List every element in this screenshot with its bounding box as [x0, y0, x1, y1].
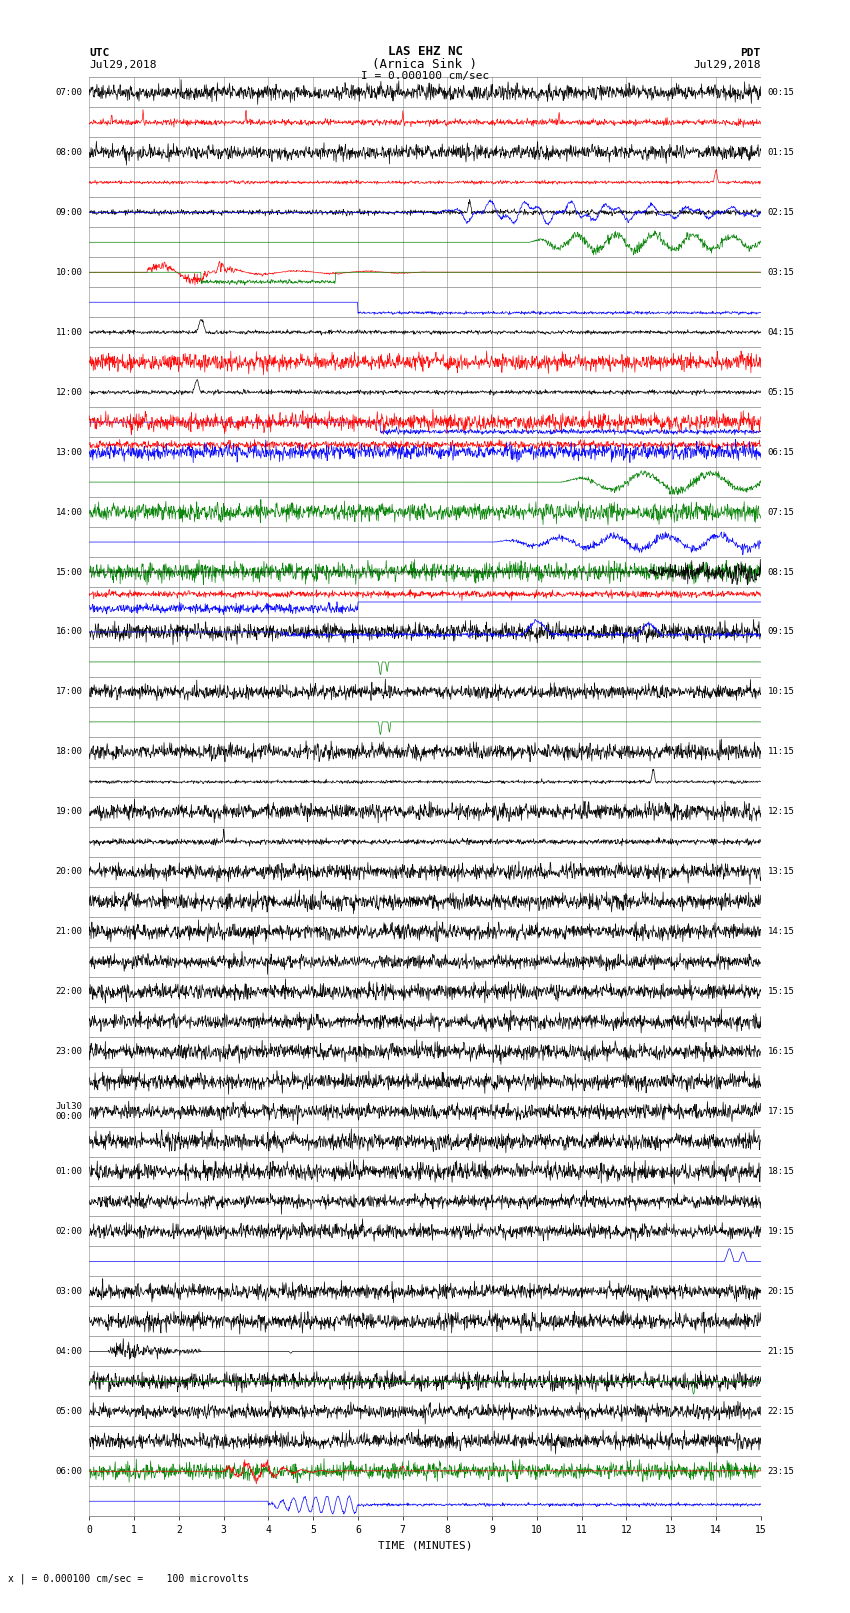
- Text: 12:15: 12:15: [768, 808, 795, 816]
- Text: Jul30
00:00: Jul30 00:00: [55, 1102, 82, 1121]
- Text: 06:00: 06:00: [55, 1466, 82, 1476]
- Text: 02:15: 02:15: [768, 208, 795, 216]
- Text: 10:00: 10:00: [55, 268, 82, 277]
- Text: 06:15: 06:15: [768, 448, 795, 456]
- Text: 14:15: 14:15: [768, 927, 795, 936]
- Text: 03:15: 03:15: [768, 268, 795, 277]
- Text: 03:00: 03:00: [55, 1287, 82, 1295]
- Text: 02:00: 02:00: [55, 1227, 82, 1236]
- Text: 15:15: 15:15: [768, 987, 795, 997]
- Text: 01:00: 01:00: [55, 1168, 82, 1176]
- Text: 20:15: 20:15: [768, 1287, 795, 1295]
- Text: 08:00: 08:00: [55, 148, 82, 156]
- Text: PDT: PDT: [740, 48, 761, 58]
- Text: 08:15: 08:15: [768, 568, 795, 576]
- Text: x | = 0.000100 cm/sec =    100 microvolts: x | = 0.000100 cm/sec = 100 microvolts: [8, 1573, 249, 1584]
- Text: 22:15: 22:15: [768, 1407, 795, 1416]
- Text: 16:15: 16:15: [768, 1047, 795, 1057]
- Text: 16:00: 16:00: [55, 627, 82, 637]
- Text: Jul29,2018: Jul29,2018: [89, 60, 156, 69]
- Text: 11:15: 11:15: [768, 747, 795, 756]
- Text: 21:00: 21:00: [55, 927, 82, 936]
- Text: 09:15: 09:15: [768, 627, 795, 637]
- Text: (Arnica Sink ): (Arnica Sink ): [372, 58, 478, 71]
- Text: 07:00: 07:00: [55, 89, 82, 97]
- Text: 01:15: 01:15: [768, 148, 795, 156]
- X-axis label: TIME (MINUTES): TIME (MINUTES): [377, 1540, 473, 1550]
- Text: 11:00: 11:00: [55, 327, 82, 337]
- Text: 23:00: 23:00: [55, 1047, 82, 1057]
- Text: 04:00: 04:00: [55, 1347, 82, 1357]
- Text: 19:00: 19:00: [55, 808, 82, 816]
- Text: 04:15: 04:15: [768, 327, 795, 337]
- Text: LAS EHZ NC: LAS EHZ NC: [388, 45, 462, 58]
- Text: 07:15: 07:15: [768, 508, 795, 516]
- Text: 13:00: 13:00: [55, 448, 82, 456]
- Text: I = 0.000100 cm/sec: I = 0.000100 cm/sec: [361, 71, 489, 81]
- Text: 00:15: 00:15: [768, 89, 795, 97]
- Text: 20:00: 20:00: [55, 868, 82, 876]
- Text: 19:15: 19:15: [768, 1227, 795, 1236]
- Text: 17:00: 17:00: [55, 687, 82, 697]
- Text: 12:00: 12:00: [55, 387, 82, 397]
- Text: 13:15: 13:15: [768, 868, 795, 876]
- Text: 18:00: 18:00: [55, 747, 82, 756]
- Text: 18:15: 18:15: [768, 1168, 795, 1176]
- Text: 23:15: 23:15: [768, 1466, 795, 1476]
- Text: 09:00: 09:00: [55, 208, 82, 216]
- Text: 22:00: 22:00: [55, 987, 82, 997]
- Text: 14:00: 14:00: [55, 508, 82, 516]
- Text: 17:15: 17:15: [768, 1107, 795, 1116]
- Text: 05:00: 05:00: [55, 1407, 82, 1416]
- Text: 15:00: 15:00: [55, 568, 82, 576]
- Text: Jul29,2018: Jul29,2018: [694, 60, 761, 69]
- Text: 10:15: 10:15: [768, 687, 795, 697]
- Text: 21:15: 21:15: [768, 1347, 795, 1357]
- Text: 05:15: 05:15: [768, 387, 795, 397]
- Text: UTC: UTC: [89, 48, 110, 58]
